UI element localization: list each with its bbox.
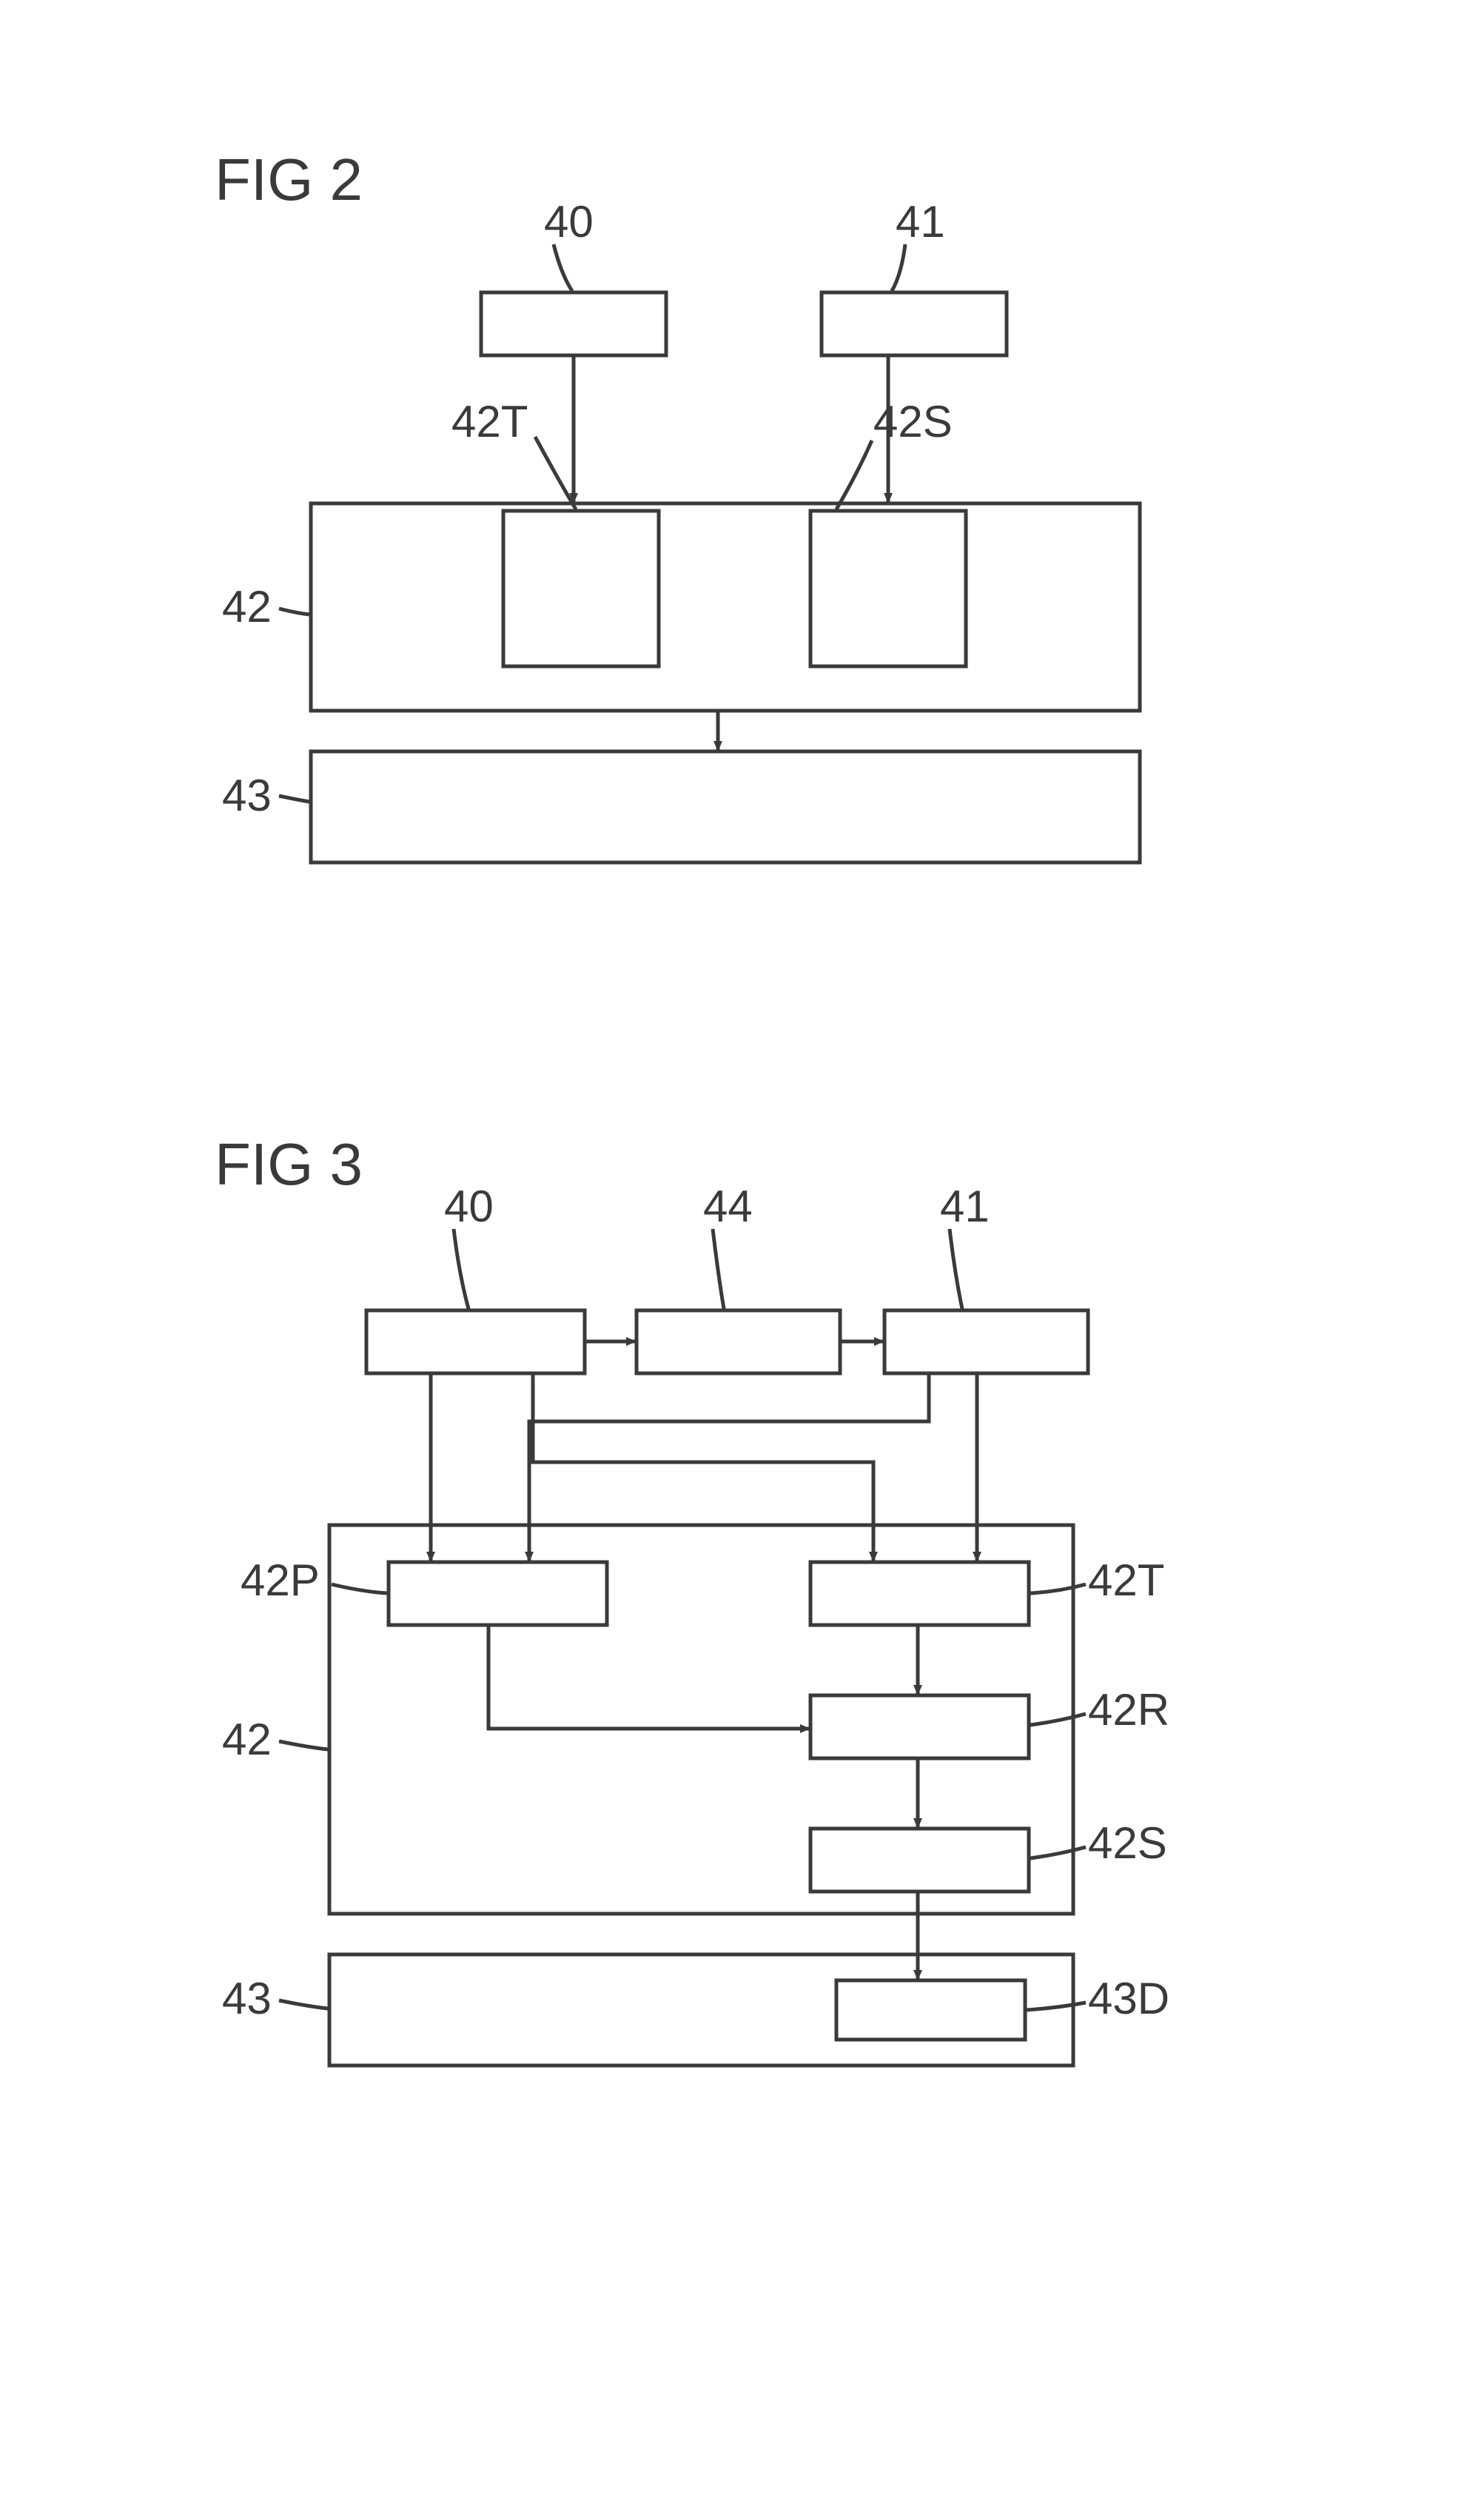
fig3-leader-43: [279, 2000, 328, 2009]
fig3-label-43: 43: [222, 1974, 272, 2023]
fig3-label-42S: 42S: [1088, 1818, 1167, 1868]
fig2-leader-42S: [836, 440, 872, 509]
fig2-leader-42: [279, 609, 309, 614]
fig3-label-42P: 42P: [241, 1555, 320, 1605]
fig3-box-42P: [389, 1562, 607, 1625]
fig2-leader-41: [892, 244, 905, 291]
fig3-label-42: 42: [222, 1715, 272, 1764]
fig3-leader-41: [950, 1229, 962, 1309]
fig3-box-42R: [810, 1695, 1029, 1758]
fig3-label-42T: 42T: [1088, 1555, 1164, 1605]
fig2-title: FIG 2: [215, 147, 363, 212]
fig3: FIG 3 40 44 41 42P 42T 42 42R 42S 43 43D: [215, 1131, 1169, 2066]
fig2-label-41: 41: [896, 197, 945, 247]
fig2-box-40: [481, 292, 666, 355]
fig3-leader-43D: [1027, 2003, 1086, 2010]
fig2-leader-40: [554, 244, 572, 291]
fig3-label-43D: 43D: [1088, 1974, 1169, 2023]
fig2-box-42: [311, 503, 1140, 711]
fig3-box-42S: [810, 1829, 1029, 1892]
fig3-box-42: [329, 1525, 1073, 1914]
fig3-title: FIG 3: [215, 1131, 363, 1197]
fig3-box-41: [884, 1310, 1088, 1373]
fig3-arrow-40-42T: [533, 1373, 873, 1561]
fig3-label-40: 40: [444, 1182, 494, 1231]
fig2: FIG 2 40 41 42T 42S 42 43: [215, 147, 1140, 862]
fig2-box-42T: [503, 511, 659, 666]
fig2-label-43: 43: [222, 771, 272, 820]
fig2-label-42S: 42S: [873, 397, 953, 446]
fig3-label-41: 41: [940, 1182, 990, 1231]
fig3-box-43D: [836, 1980, 1025, 2040]
fig3-arrow-42P-42R: [488, 1625, 809, 1729]
fig3-box-44: [637, 1310, 840, 1373]
fig2-box-43: [311, 751, 1140, 862]
fig3-leader-40: [454, 1229, 469, 1309]
fig2-box-42S: [810, 511, 966, 666]
diagram-svg: FIG 2 40 41 42T 42S 42 43 FIG 3: [0, 0, 1484, 2506]
fig3-leader-42T: [1030, 1584, 1086, 1593]
page: FIG 2 40 41 42T 42S 42 43 FIG 3: [0, 0, 1484, 2506]
fig2-label-42T: 42T: [451, 397, 528, 446]
fig3-box-43: [329, 1954, 1073, 2066]
fig2-label-42: 42: [222, 582, 272, 631]
fig2-label-40: 40: [544, 197, 594, 247]
fig2-box-41: [822, 292, 1007, 355]
fig3-label-42R: 42R: [1088, 1685, 1169, 1735]
fig3-leader-42R: [1030, 1714, 1086, 1725]
fig2-leader-42T: [535, 437, 576, 509]
fig3-leader-42P: [332, 1584, 387, 1593]
fig3-leader-44: [713, 1229, 724, 1309]
fig3-label-44: 44: [703, 1182, 753, 1231]
fig3-arrow-41-42P: [529, 1373, 929, 1561]
fig3-leader-42S: [1030, 1847, 1086, 1858]
fig3-leader-42: [279, 1741, 328, 1749]
fig3-box-40: [366, 1310, 585, 1373]
fig3-box-42T: [810, 1562, 1029, 1625]
fig2-leader-43: [279, 796, 309, 802]
